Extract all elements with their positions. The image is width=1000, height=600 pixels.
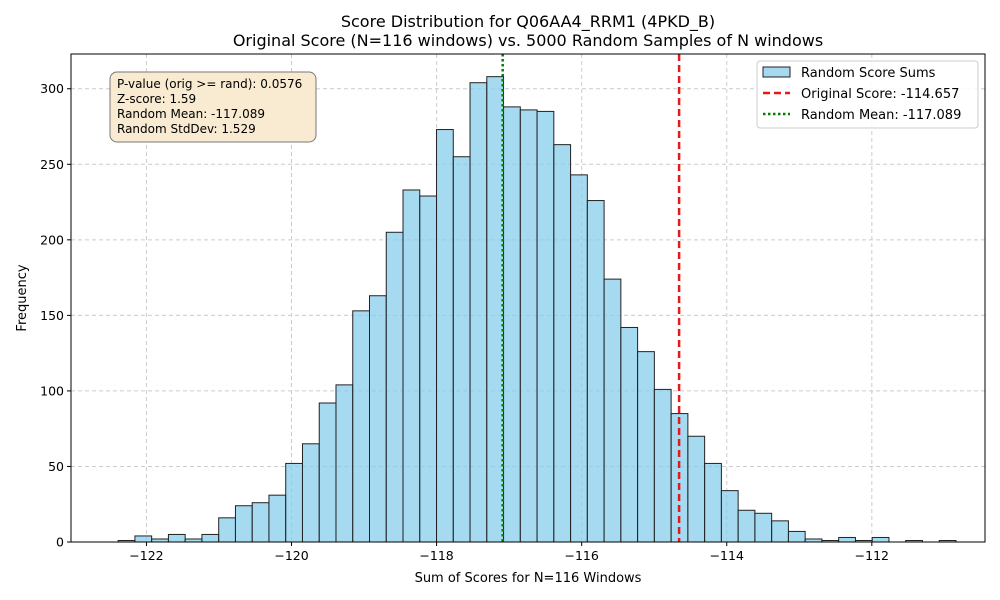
histogram-bar — [620, 326, 639, 543]
histogram-bar — [436, 129, 454, 543]
plot-frame — [70, 53, 986, 543]
histogram-bar — [268, 494, 287, 543]
y-axis-label: Frequency — [15, 264, 30, 331]
reference-lines — [501, 54, 681, 542]
histogram-bar — [503, 106, 521, 543]
chart-title: Score Distribution for Q06AA4_RRM1 (4PKD… — [341, 12, 715, 32]
y-tick-label: 250 — [40, 157, 64, 172]
histogram-bar — [452, 156, 471, 543]
stats-random-mean: Random Mean: -117.089 — [117, 107, 265, 121]
histogram-bar — [167, 533, 186, 543]
histogram-bar — [469, 82, 488, 543]
y-tick-label: 150 — [40, 308, 64, 323]
histogram-bar — [486, 76, 505, 543]
x-tick-label: −122 — [129, 548, 163, 563]
histogram-bar — [301, 443, 320, 543]
y-tick-label: 0 — [56, 535, 64, 550]
histogram-bar — [385, 231, 404, 543]
histogram-bar — [687, 435, 706, 543]
histogram-bar — [335, 384, 354, 543]
histogram-bar — [838, 536, 856, 543]
histogram-bar — [419, 195, 438, 543]
histogram-bar — [134, 535, 153, 543]
histogram-bar — [720, 490, 739, 543]
histogram-bar — [771, 520, 789, 543]
histogram-bar — [704, 462, 722, 543]
histogram-bar — [402, 189, 421, 543]
histogram-bar — [285, 462, 303, 543]
histogram-bar — [536, 110, 555, 543]
legend-frame — [756, 60, 979, 129]
histogram-bar — [553, 144, 572, 543]
stats-p-value: P-value (orig >= rand): 0.0576 — [117, 77, 302, 91]
x-axis-ticks: −122 −120 −118 −116 −114 −112 — [129, 542, 889, 563]
histogram-bar — [653, 388, 672, 543]
histogram-bar — [737, 509, 756, 543]
histogram-bar — [519, 109, 538, 543]
x-tick-label: −112 — [855, 548, 889, 563]
legend-swatch-random-sums — [762, 66, 791, 78]
histogram-bar — [251, 502, 270, 543]
histogram-bar — [787, 530, 806, 543]
histogram-bars — [117, 76, 957, 543]
histogram-bar — [201, 533, 220, 543]
y-tick-label: 50 — [48, 459, 64, 474]
stats-random-stddev: Random StdDev: 1.529 — [117, 122, 256, 136]
histogram-bar — [637, 351, 655, 543]
histogram-bar — [603, 278, 622, 543]
legend-label-random-mean: Random Mean: -117.089 — [801, 108, 961, 123]
y-tick-label: 200 — [40, 232, 64, 247]
y-tick-label: 100 — [40, 383, 64, 398]
stats-z-score: Z-score: 1.59 — [117, 92, 196, 106]
histogram-bar — [218, 517, 236, 543]
histogram-bar — [586, 200, 605, 543]
y-axis-ticks: 0 50 100 150 200 250 300 — [40, 81, 71, 550]
y-tick-label: 300 — [40, 81, 64, 96]
histogram-bar — [369, 295, 387, 543]
chart-subtitle: Original Score (N=116 windows) vs. 5000 … — [233, 31, 823, 50]
legend: Random Score Sums Original Score: -114.6… — [756, 60, 979, 129]
x-tick-label: −118 — [419, 548, 453, 563]
x-tick-label: −116 — [565, 548, 599, 563]
histogram-bar — [352, 310, 371, 543]
stats-box-background — [109, 71, 317, 143]
histogram-bar — [754, 512, 773, 543]
x-tick-label: −120 — [274, 548, 308, 563]
histogram-bar — [318, 402, 337, 543]
histogram-bar — [570, 174, 588, 543]
stats-box: P-value (orig >= rand): 0.0576 Z-score: … — [109, 71, 317, 143]
histogram-bar — [234, 505, 253, 543]
legend-label-original-score: Original Score: -114.657 — [801, 87, 959, 102]
histogram-bar — [871, 536, 890, 543]
x-axis-label: Sum of Scores for N=116 Windows — [415, 571, 642, 586]
legend-label-random-sums: Random Score Sums — [801, 66, 936, 81]
x-tick-label: −114 — [710, 548, 744, 563]
